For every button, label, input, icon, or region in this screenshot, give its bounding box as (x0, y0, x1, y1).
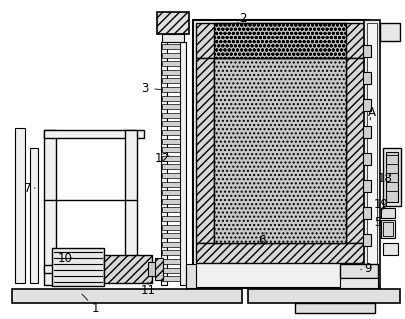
Bar (363, 207, 371, 219)
Text: 12: 12 (154, 152, 170, 165)
Bar (363, 45, 371, 57)
Bar (381, 208, 395, 218)
Bar (162, 147, 180, 152)
Bar (44, 265, 144, 273)
Bar (162, 259, 180, 264)
Bar (162, 130, 180, 135)
Bar (162, 156, 180, 161)
Bar (364, 20, 380, 288)
Bar (30, 148, 38, 283)
Bar (44, 130, 56, 285)
Bar (383, 148, 401, 206)
Bar (367, 23, 377, 285)
Bar (148, 262, 160, 276)
Text: 3: 3 (141, 81, 149, 94)
Bar (363, 234, 371, 246)
Bar (162, 276, 180, 281)
Bar (180, 42, 186, 285)
Bar (162, 78, 180, 83)
Bar (346, 58, 364, 243)
Bar (363, 126, 371, 138)
Bar (15, 128, 25, 283)
Text: 9: 9 (364, 262, 372, 275)
Bar (162, 216, 180, 221)
Text: 10: 10 (58, 251, 72, 264)
Bar (162, 207, 180, 212)
Bar (162, 96, 180, 100)
Bar (12, 289, 242, 303)
Text: 5: 5 (374, 216, 382, 228)
Text: 11: 11 (141, 284, 156, 296)
Bar (363, 153, 371, 165)
Text: 2: 2 (239, 11, 247, 25)
Bar (104, 255, 152, 283)
Bar (196, 23, 366, 58)
Bar (162, 199, 180, 204)
Bar (295, 303, 375, 313)
Bar (162, 138, 180, 144)
Bar (162, 53, 180, 58)
Bar (162, 70, 180, 75)
Bar (157, 12, 189, 34)
Bar (383, 243, 398, 255)
Bar (162, 268, 180, 273)
Bar (162, 87, 180, 92)
Bar (162, 182, 180, 187)
Bar (162, 190, 180, 195)
Bar (340, 278, 378, 288)
Bar (386, 152, 398, 202)
Text: 18: 18 (377, 172, 392, 184)
Text: A: A (368, 106, 376, 118)
Bar (380, 23, 400, 41)
Bar (125, 130, 137, 273)
Bar (162, 225, 180, 230)
Text: 19: 19 (373, 198, 388, 211)
Bar (186, 264, 196, 288)
Bar (162, 233, 180, 238)
Text: 1: 1 (91, 301, 99, 315)
Bar (162, 173, 180, 178)
Bar (162, 61, 180, 66)
Bar (52, 248, 104, 286)
Bar (155, 258, 163, 280)
Bar (162, 113, 180, 118)
Text: 7: 7 (24, 182, 32, 195)
Bar (193, 20, 368, 288)
Text: 6: 6 (258, 234, 266, 247)
Bar (214, 58, 346, 243)
Bar (363, 180, 371, 192)
Bar (214, 23, 346, 58)
Bar (162, 250, 180, 256)
Bar (196, 58, 214, 243)
Bar (248, 289, 400, 303)
Bar (196, 243, 364, 263)
Bar (161, 42, 167, 285)
Bar (162, 242, 180, 247)
Bar (162, 44, 180, 49)
Bar (162, 34, 184, 42)
Bar (44, 130, 144, 138)
Bar (162, 122, 180, 126)
Bar (383, 222, 393, 236)
Bar (162, 104, 180, 109)
Bar (363, 72, 371, 84)
Bar (363, 99, 371, 111)
Bar (162, 164, 180, 169)
Bar (381, 220, 395, 238)
Bar (340, 264, 378, 278)
